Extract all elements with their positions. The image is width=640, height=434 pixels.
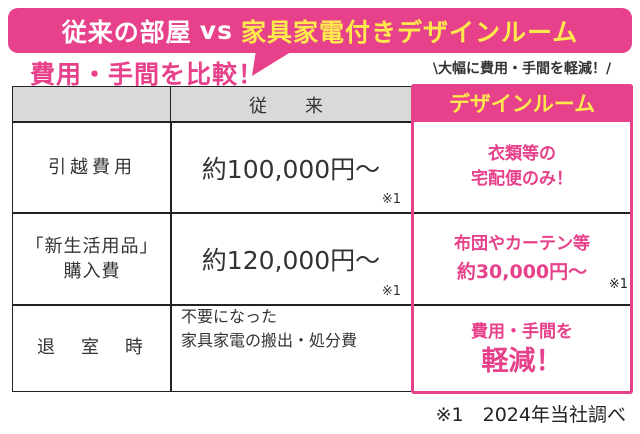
- label-line: 「新生活用品」: [25, 235, 159, 257]
- row-label: 引越費用: [12, 121, 172, 214]
- value-line: 家具家電の搬出・処分費: [181, 331, 358, 350]
- subtitle: 費用・手間を比較！: [30, 60, 265, 89]
- banner-vs: vs: [199, 16, 233, 45]
- design-value: 費用・手間を 軽減！: [414, 306, 630, 392]
- callout: \大幅に費用・手間を軽減！/: [432, 61, 612, 77]
- design-value: 布団やカーテン等 約30,000円～ ※1: [414, 214, 630, 304]
- footnote-mark: ※1: [381, 192, 401, 207]
- banner-right: 家具家電付きデザインルーム: [240, 17, 579, 47]
- title-banner: 従来の部屋 vs 家具家電付きデザインルーム: [8, 8, 632, 53]
- value-line: 布団やカーテン等: [454, 234, 590, 254]
- conventional-value: 不要になった 家具家電の搬出・処分費: [170, 304, 412, 392]
- header-design: デザインルーム: [411, 84, 633, 122]
- footnote-mark: ※1: [381, 284, 401, 299]
- banner-left: 従来の部屋: [61, 17, 192, 47]
- header-empty: [12, 86, 172, 123]
- row-label: 退 室 時: [12, 304, 172, 392]
- value-text: 約120,000円～: [201, 246, 381, 275]
- row-label: 「新生活用品」 購入費: [12, 212, 172, 306]
- label-line: 購入費: [63, 261, 121, 282]
- divider: [414, 304, 630, 306]
- value-line: 不要になった: [181, 307, 278, 326]
- value-text: 約100,000円～: [201, 154, 381, 184]
- footnote-mark: ※1: [608, 276, 628, 292]
- divider: [414, 212, 630, 214]
- footnote: ※1 2024年当社調べ: [435, 404, 626, 426]
- value-line: 衣類等の: [488, 143, 556, 164]
- value-line: 費用・手間を: [471, 322, 573, 343]
- conventional-value: 約120,000円～ ※1: [170, 212, 412, 306]
- design-value: 衣類等の 宅配便のみ！: [414, 122, 630, 212]
- value-line: 宅配便のみ！: [471, 169, 573, 189]
- value-line: 軽減！: [481, 345, 563, 377]
- design-column: [411, 84, 633, 394]
- conventional-value: 約100,000円～ ※1: [170, 121, 412, 214]
- header-conventional: 従 来: [170, 86, 412, 123]
- value-line: 約30,000円～: [456, 260, 588, 283]
